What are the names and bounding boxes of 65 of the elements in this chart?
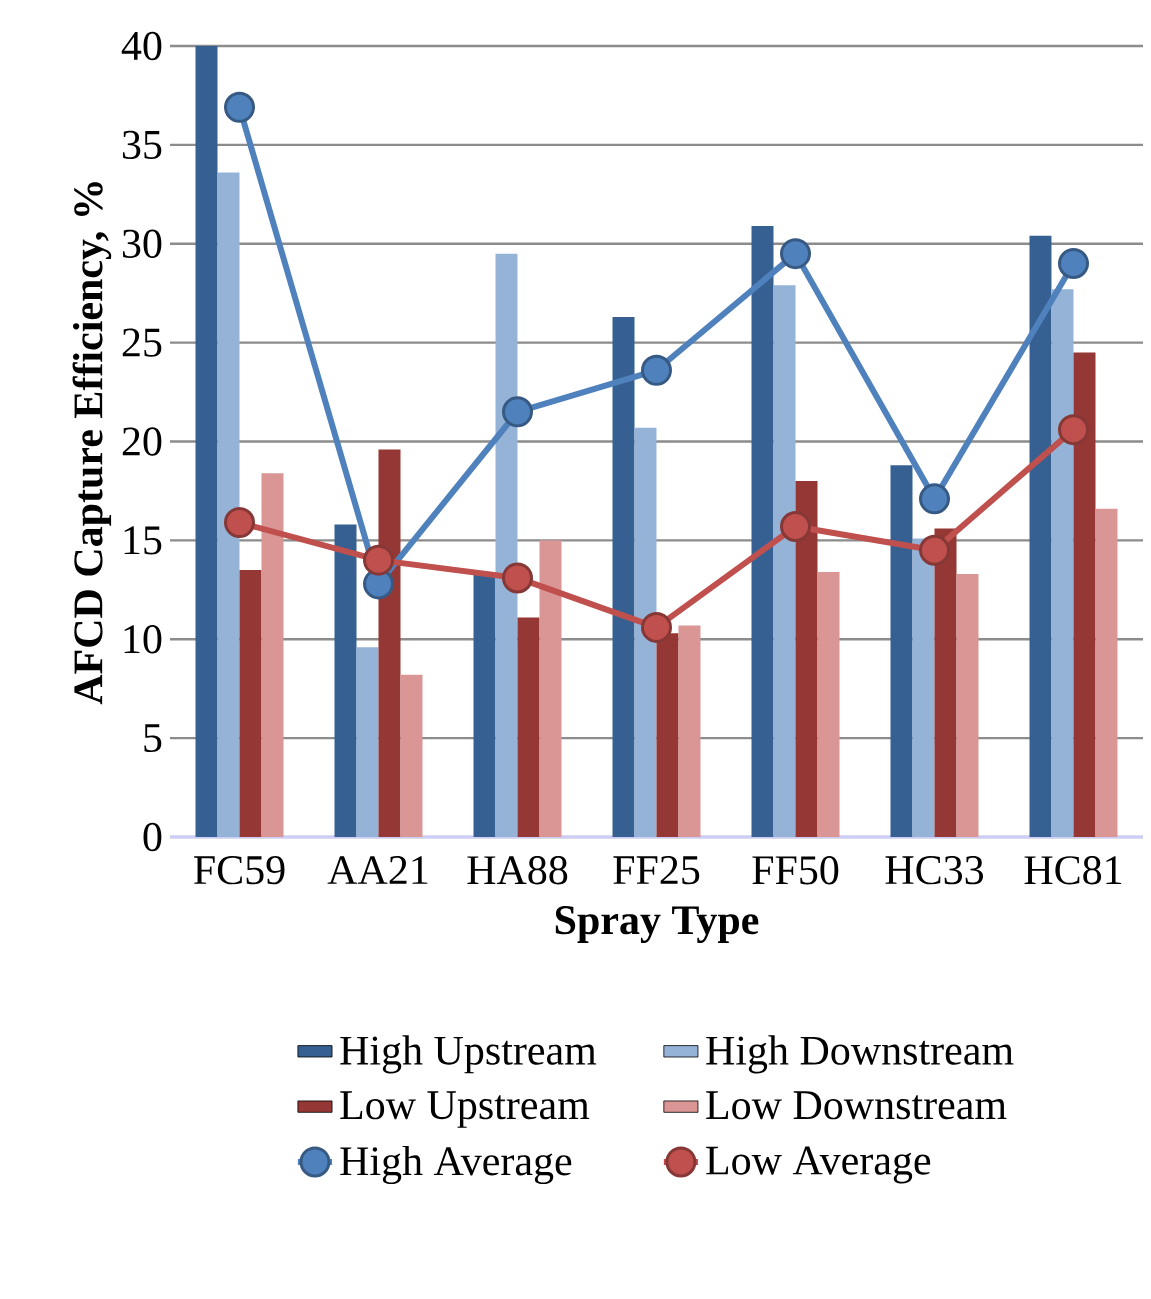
y-tick-label: 40 (121, 31, 162, 61)
y-tick-label: 10 (124, 625, 162, 654)
point (919, 534, 950, 566)
bar (261, 473, 284, 837)
bar (378, 449, 401, 837)
bar (612, 316, 635, 837)
point (224, 507, 255, 539)
x-tick-label: FC59 (194, 856, 285, 885)
point (1058, 414, 1089, 446)
point (919, 483, 950, 515)
point (641, 354, 672, 386)
bar (912, 538, 935, 837)
x-tick-label: HA88 (467, 856, 568, 885)
bar (656, 633, 679, 837)
bar (539, 540, 562, 837)
bar (195, 46, 218, 837)
legend-label: High Upstream (340, 1035, 597, 1074)
bar (217, 172, 240, 837)
legend-label: Low Upstream (340, 1091, 590, 1128)
bar (239, 570, 262, 837)
y-tick-label: 20 (122, 427, 162, 456)
bar (473, 573, 496, 837)
point (1058, 248, 1089, 280)
bar (634, 427, 657, 837)
bar (795, 481, 818, 837)
legend-label: High Downstream (706, 1035, 1014, 1074)
bar (356, 647, 379, 837)
bar (751, 225, 774, 837)
bar (1095, 508, 1118, 837)
x-tick-label: HC33 (885, 856, 984, 885)
y-tick-label: 25 (122, 328, 162, 357)
point (224, 91, 255, 123)
bar (1029, 235, 1052, 837)
x-tick-label: FF50 (752, 856, 839, 885)
bar (934, 528, 957, 837)
point (641, 611, 672, 643)
legend-label: High Average (340, 1145, 572, 1185)
bar (495, 253, 518, 837)
x-tick-label: HC81 (1024, 856, 1122, 885)
point (363, 544, 395, 576)
y-tick-label: 15 (124, 526, 162, 555)
bar (773, 285, 796, 837)
point (780, 238, 811, 270)
bar (334, 524, 357, 837)
legend-label: Low Downstream (706, 1091, 1007, 1120)
bar (678, 625, 701, 837)
y-axis-title: AFCD Capture Efficiency, % (72, 182, 112, 705)
point (780, 511, 811, 543)
bar (517, 617, 540, 837)
y-tick-label: 5 (144, 724, 162, 753)
point (502, 562, 533, 594)
bar (400, 674, 423, 837)
x-tick-label: AA21 (327, 856, 428, 884)
bar (956, 573, 979, 837)
x-tick-label: FF25 (613, 856, 700, 885)
x-axis-title: Spray Type (555, 906, 759, 944)
y-tick-label: 35 (122, 130, 162, 159)
legend-label: Low Average (706, 1146, 931, 1184)
point (502, 396, 533, 428)
bar (817, 572, 840, 837)
bar (1073, 352, 1096, 837)
bar (1051, 289, 1074, 837)
y-tick-label: 30 (122, 229, 162, 258)
y-tick-label: 0 (143, 822, 162, 852)
bar (890, 465, 913, 837)
